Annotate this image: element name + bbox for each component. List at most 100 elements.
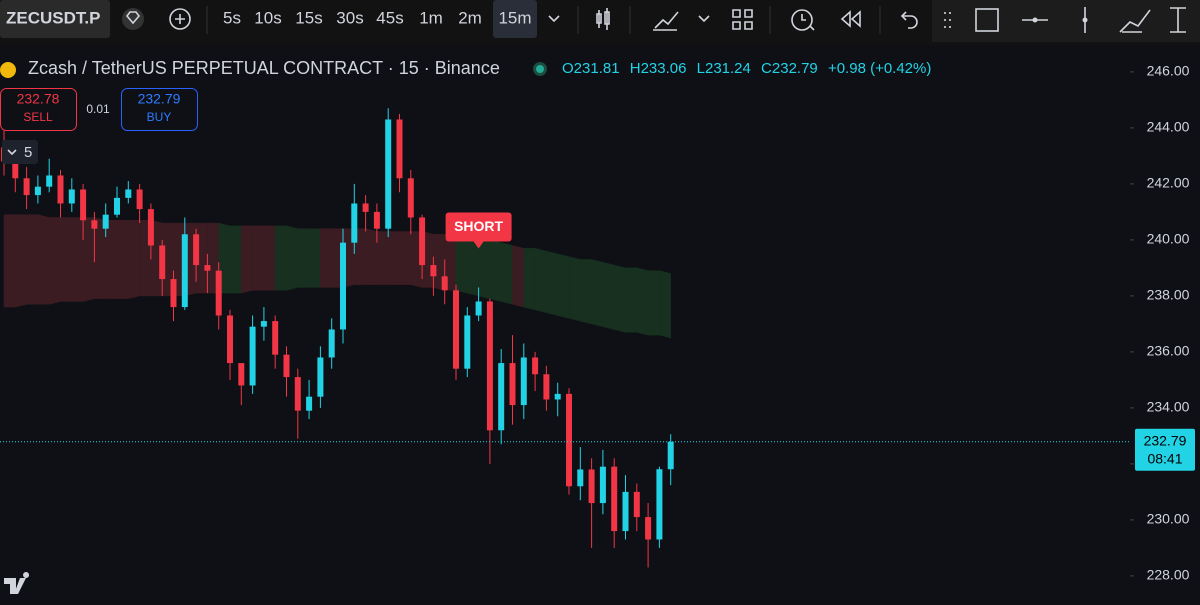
buy-price[interactable]: 232.79 — [138, 91, 181, 107]
candle-body — [351, 203, 358, 243]
candle-body — [520, 357, 527, 406]
band-segment — [37, 214, 50, 305]
candle-body — [645, 517, 652, 540]
interval[interactable]: 45s — [376, 8, 403, 27]
interval[interactable]: 2m — [458, 8, 482, 27]
change: +0.98 (+0.42%) — [828, 60, 931, 77]
sell-button[interactable] — [0, 88, 77, 131]
band-segment — [320, 228, 332, 288]
band-segment — [557, 253, 570, 319]
band-segment — [546, 250, 558, 316]
ohlc-label: C — [761, 60, 772, 77]
buy-label[interactable]: BUY — [147, 110, 172, 124]
band-segment — [500, 242, 513, 305]
band-segment — [613, 264, 626, 333]
candle-body — [498, 363, 505, 431]
indicators-menu[interactable] — [698, 15, 710, 23]
band-segment — [48, 217, 61, 305]
active-interval[interactable] — [493, 0, 537, 38]
sell-price[interactable]: 232.78 — [17, 91, 60, 107]
band-segment — [229, 225, 242, 294]
quantity[interactable]: 5 — [24, 144, 32, 161]
replay-icon[interactable] — [840, 10, 861, 28]
ohlc-value: 231.81 — [574, 60, 620, 77]
band-segment — [625, 267, 638, 333]
undo-icon[interactable] — [900, 11, 918, 29]
y-tick-label: 230.00 — [1147, 511, 1190, 527]
quantity-chevron[interactable] — [7, 149, 17, 156]
candles-icon[interactable] — [596, 8, 610, 30]
symbol[interactable]: ZECUSDT.P — [6, 8, 100, 27]
legend-title: Zcash / TetherUS PERPETUAL CONTRACT · 15… — [28, 58, 500, 78]
drag-handle[interactable] — [944, 12, 951, 28]
interval-menu[interactable] — [548, 15, 560, 23]
indicators-icon[interactable] — [653, 11, 679, 31]
band-segment — [512, 245, 525, 308]
add-symbol[interactable] — [169, 8, 191, 30]
layouts-icon[interactable] — [732, 9, 753, 30]
buy-button[interactable] — [121, 88, 198, 131]
rectangle-tool[interactable] — [975, 8, 999, 32]
candle-body — [577, 469, 584, 487]
quantity-box[interactable] — [2, 140, 38, 164]
last-price-box — [1135, 428, 1195, 471]
price-axis — [1130, 45, 1200, 605]
candle-body — [204, 265, 211, 271]
symbol-icon[interactable] — [122, 8, 144, 30]
tradingview-logo[interactable] — [4, 572, 30, 594]
band-segment — [602, 261, 615, 330]
interval[interactable]: 10s — [254, 8, 281, 27]
candle-body — [328, 329, 335, 358]
interval[interactable]: 15s — [295, 8, 322, 27]
plus-icon[interactable] — [175, 14, 185, 24]
last-price-label: 232.79 — [1144, 432, 1187, 448]
band-segment — [308, 228, 321, 288]
y-tick-label: 242.00 — [1147, 175, 1190, 191]
interval[interactable]: 30s — [336, 8, 363, 27]
band-segment — [286, 225, 299, 291]
candle-body — [283, 354, 290, 378]
candle-body — [68, 189, 75, 204]
sell-label[interactable]: SELL — [23, 110, 53, 124]
candle-body — [611, 466, 618, 532]
spread: 0.01 — [86, 102, 110, 116]
band-segment — [116, 220, 129, 299]
band-segment — [128, 220, 140, 299]
ohlc-value: 232.79 — [772, 60, 818, 77]
y-tick-label: 228.00 — [1147, 567, 1190, 583]
interval[interactable]: 15m — [498, 8, 531, 27]
alert-icon[interactable] — [791, 9, 813, 31]
candle-body — [656, 469, 663, 540]
brush-tool[interactable] — [1119, 9, 1151, 33]
ohlc-value: 231.24 — [705, 60, 751, 77]
candle-body — [227, 315, 233, 364]
candle-body — [622, 491, 629, 532]
line-handle — [1082, 17, 1088, 23]
band-segment — [3, 214, 16, 308]
interval[interactable]: 5s — [223, 8, 241, 27]
candle-body — [260, 321, 267, 327]
candle-body — [486, 301, 493, 431]
candle-body — [407, 178, 414, 218]
measure-tool[interactable] — [1170, 7, 1186, 33]
ohlc-label: H — [630, 60, 641, 77]
candle-body — [23, 178, 30, 196]
interval[interactable]: 1m — [419, 8, 443, 27]
band-segment — [274, 225, 287, 291]
candle-body — [181, 234, 188, 308]
y-tick-label: 240.00 — [1147, 231, 1190, 247]
axis-labels: 228.00230.00232.00234.00236.00238.00240.… — [1130, 63, 1195, 583]
band-segment — [15, 214, 27, 308]
candle-body — [588, 469, 595, 504]
candle-body — [249, 326, 256, 386]
band-segment — [455, 236, 468, 294]
ohlc: O231.81 H233.06 L231.24 C232.79 +0.98 (+… — [562, 60, 931, 77]
candle-body — [159, 245, 166, 280]
band-segment — [26, 214, 39, 305]
symbol-box[interactable] — [0, 0, 110, 38]
band-segment — [94, 217, 106, 299]
candle-body — [294, 377, 301, 411]
alert-hands[interactable] — [801, 14, 815, 31]
diamond-icon[interactable] — [125, 11, 141, 25]
candle-body — [170, 279, 177, 308]
